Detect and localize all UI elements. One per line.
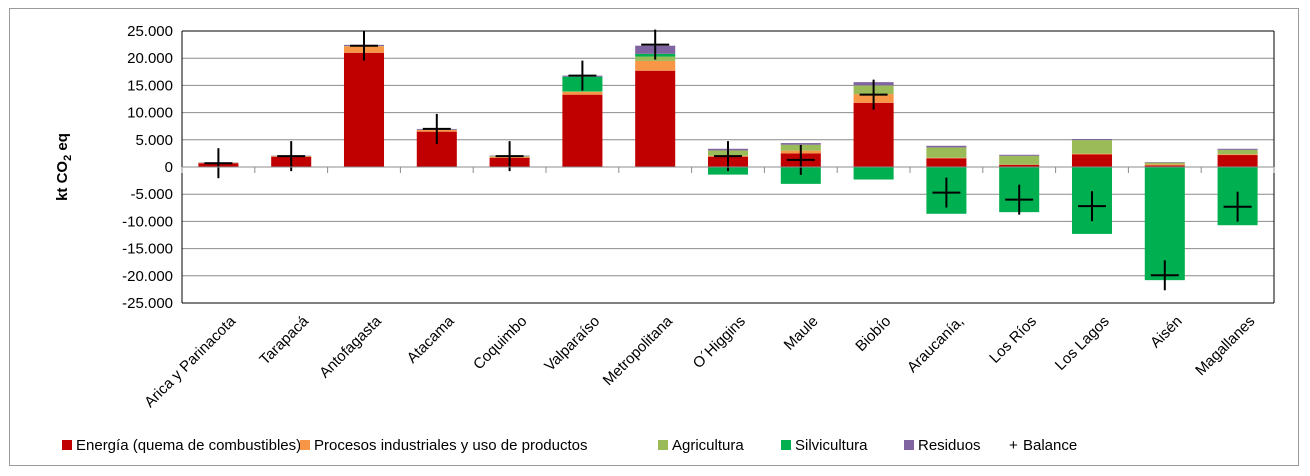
legend-label: Residuos — [918, 437, 981, 454]
bar-segment — [1144, 162, 1185, 163]
legend-item: Procesos industriales y uso de productos — [300, 437, 587, 454]
x-tick-label: Araucanía, — [904, 313, 967, 376]
balance-marker — [1078, 191, 1106, 222]
bar-segment — [562, 91, 603, 92]
x-tick-label: Valparaíso — [541, 313, 603, 375]
bar-segment — [999, 164, 1040, 167]
balance-marker — [859, 79, 888, 110]
bar-segment — [562, 94, 603, 167]
x-tick-label: Aisén — [1147, 313, 1186, 352]
bar-segment — [1071, 153, 1113, 155]
bar-segment — [1144, 164, 1185, 166]
bar-segment — [926, 147, 967, 158]
y-tick-label: -15.000 — [122, 241, 173, 258]
legend-label: Agricultura — [672, 437, 744, 454]
legend-label: Energía (quema de combustibles) — [76, 437, 301, 454]
x-tick-label: Los Lagos — [1052, 313, 1113, 374]
legend-marker: + — [1009, 437, 1018, 454]
legend-label: Procesos industriales y uso de productos — [314, 437, 587, 454]
balance-marker — [277, 141, 306, 172]
legend-swatch — [781, 440, 791, 450]
bar-segment — [1217, 155, 1258, 167]
y-tick-label: -25.000 — [122, 295, 173, 312]
balance-marker — [1223, 191, 1252, 222]
legend-item: Energía (quema de combustibles) — [62, 437, 301, 454]
y-axis-label-main: kt CO — [54, 161, 71, 201]
bar-segment — [1144, 165, 1185, 167]
y-tick-label: 0 — [165, 159, 173, 176]
bar-segment — [926, 157, 967, 159]
y-tick-label: 10.000 — [127, 105, 173, 122]
bar-segment — [926, 158, 967, 167]
x-tick-label: Atacama — [404, 312, 458, 366]
bar-segment — [926, 145, 967, 148]
balance-marker — [422, 113, 451, 144]
y-tick-label: -5.000 — [130, 186, 173, 203]
chart-frame — [9, 8, 1299, 466]
bar-segment — [635, 70, 676, 167]
x-tick-labels: Arica y Parinacota Tarapacá Antofagasta Ata… — [141, 312, 1258, 411]
x-tick-label: O´Higgins — [690, 313, 749, 372]
balance-marker — [714, 141, 742, 172]
bar-segment — [780, 167, 821, 184]
legend-swatch — [904, 440, 914, 450]
bar-segment — [1217, 148, 1258, 150]
legend-item: Residuos — [904, 437, 981, 454]
y-axis-label: kt CO2 eq — [54, 133, 74, 201]
x-tick-label: Magallanes — [1192, 313, 1258, 379]
balance-marker — [495, 141, 524, 172]
legend-swatch — [658, 440, 668, 450]
y-axis-label-sub: 2 — [62, 155, 74, 161]
balance-marker — [1005, 184, 1034, 215]
legend-label: Silvicultura — [795, 437, 868, 454]
legend-label: Balance — [1023, 437, 1077, 454]
balance-marker — [1150, 260, 1179, 291]
bar-segment — [343, 52, 385, 168]
legend: Energía (quema de combustibles) Procesos … — [62, 437, 1077, 454]
bar-segment — [1217, 149, 1258, 155]
bar-segment — [1071, 138, 1113, 141]
bar-segment — [780, 143, 821, 145]
legend-item: + Balance — [1009, 437, 1077, 454]
bar-segment — [562, 91, 603, 95]
y-tick-labels: -25.000 -20.000 -15.000 -10.000 -5.000 0 5.000… — [122, 23, 173, 312]
balance-marker — [204, 148, 233, 179]
bar-segment — [1217, 154, 1258, 156]
legend-swatch — [62, 440, 72, 450]
balance-marker — [350, 30, 378, 61]
y-tick-label: 5.000 — [135, 132, 173, 149]
y-tick-label: 20.000 — [127, 50, 173, 67]
x-tick-label: Antofagasta — [316, 312, 385, 381]
bar-segment — [635, 60, 676, 71]
balance-marker — [786, 144, 815, 175]
balance-markers — [204, 29, 1252, 291]
x-tick-label: Coquimbo — [470, 313, 530, 373]
balance-marker — [641, 29, 670, 60]
bar-segment — [1144, 162, 1185, 165]
y-tick-label: 15.000 — [127, 77, 173, 94]
balance-marker — [568, 60, 597, 91]
x-tick-label: Tarapacá — [256, 312, 312, 368]
x-tick-label: Los Ríos — [986, 313, 1040, 367]
x-tick-label: Biobío — [852, 313, 894, 355]
bar-segment — [853, 167, 894, 180]
axes — [181, 30, 1275, 304]
balance-marker — [932, 177, 961, 208]
bar-segment — [999, 154, 1040, 156]
x-tick-label: Arica y Parinacota — [141, 312, 240, 411]
bar-segment — [1071, 154, 1113, 167]
y-axis-label-suffix: eq — [54, 133, 71, 155]
legend-item: Agricultura — [658, 437, 744, 454]
bar-segment — [999, 155, 1040, 165]
x-tick-label: Maule — [781, 313, 822, 354]
x-tick-label: Metropolitana — [600, 312, 677, 389]
y-tick-label: -20.000 — [122, 268, 173, 285]
y-tick-label: -10.000 — [122, 213, 173, 230]
legend-item: Silvicultura — [781, 437, 868, 454]
legend-swatch — [300, 440, 310, 450]
bar-segment — [1071, 140, 1113, 154]
bar-segment — [853, 102, 894, 167]
y-tick-label: 25.000 — [127, 23, 173, 40]
